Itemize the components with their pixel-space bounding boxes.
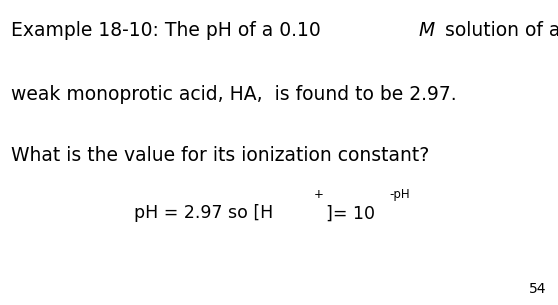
Text: M: M	[418, 21, 435, 40]
Text: +: +	[314, 188, 324, 201]
Text: What is the value for its ionization constant?: What is the value for its ionization con…	[11, 146, 430, 165]
Text: ]= 10: ]= 10	[326, 204, 376, 222]
Text: -pH: -pH	[389, 188, 410, 201]
Text: Example 18-10: The pH of a 0.10: Example 18-10: The pH of a 0.10	[11, 21, 327, 40]
Text: weak monoprotic acid, HA,  is found to be 2.97.: weak monoprotic acid, HA, is found to be…	[11, 85, 457, 104]
Text: pH = 2.97 so [H: pH = 2.97 so [H	[134, 204, 273, 222]
Text: 54: 54	[530, 282, 547, 296]
Text: solution of a: solution of a	[439, 21, 558, 40]
